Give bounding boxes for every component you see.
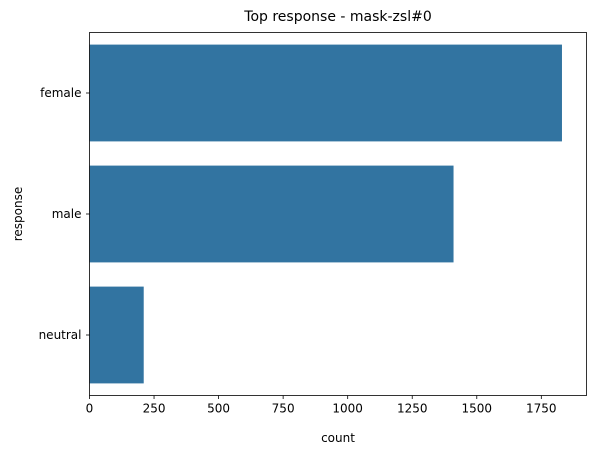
y-axis-label: response — [11, 187, 25, 242]
bar-male — [89, 165, 454, 263]
y-tick-label: female — [40, 86, 81, 100]
y-tick-label: male — [52, 207, 82, 221]
x-tick-label: 1500 — [461, 402, 492, 416]
x-tick-label: 250 — [143, 402, 166, 416]
x-tick-label: 500 — [207, 402, 230, 416]
y-tick-label: neutral — [39, 328, 82, 342]
ticks-group: female male neutral 0 250 500 750 1000 1250 1500 1… — [39, 86, 557, 416]
x-tick-label: 1000 — [332, 402, 363, 416]
x-axis-label: count — [321, 431, 355, 445]
x-tick-label: 750 — [272, 402, 295, 416]
bar-neutral — [89, 286, 144, 384]
bar-female — [89, 44, 562, 142]
bars-group — [89, 44, 562, 384]
chart-title: Top response - mask-zsl#0 — [243, 9, 431, 25]
plot-frame — [89, 32, 587, 396]
x-tick-label: 0 — [86, 402, 94, 416]
x-tick-label: 1250 — [397, 402, 428, 416]
x-tick-label: 1750 — [526, 402, 557, 416]
